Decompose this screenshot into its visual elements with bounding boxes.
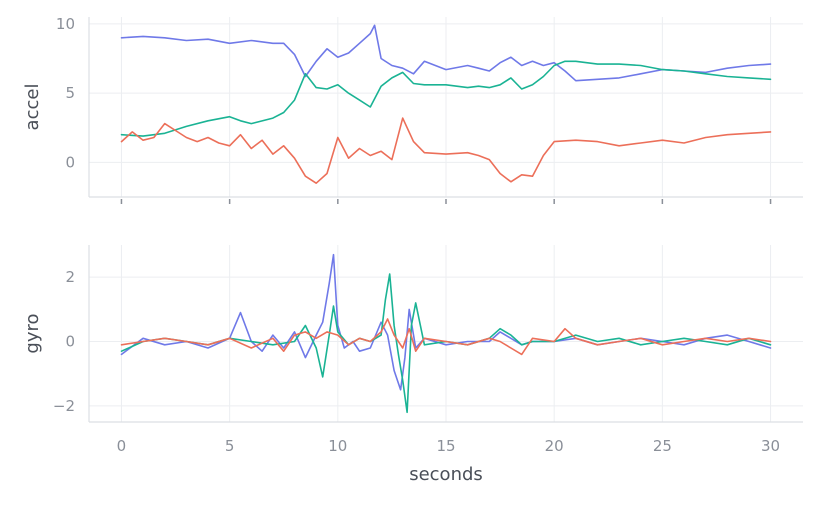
accel-panel: 0 5 10 accel bbox=[22, 15, 803, 204]
accel-y-axis-title: accel bbox=[22, 84, 43, 131]
gyro-x-tick-label: 25 bbox=[653, 437, 672, 455]
gyro-x-tick-label: 10 bbox=[328, 437, 347, 455]
gyro-series-line-3 bbox=[120, 318, 772, 356]
accel-y-tick-label: 0 bbox=[65, 153, 75, 171]
gyro-x-tick-label: 0 bbox=[117, 437, 127, 455]
gyro-x-tick-label: 5 bbox=[225, 437, 235, 455]
gyro-x-axis-title: seconds bbox=[409, 464, 483, 485]
accel-series-line-3 bbox=[120, 117, 772, 184]
accel-y-tick-label: 5 bbox=[65, 84, 75, 102]
gyro-x-tick-label: 20 bbox=[545, 437, 564, 455]
gyro-y-tick-label: −2 bbox=[53, 397, 75, 415]
gyro-x-tick-label: 30 bbox=[761, 437, 780, 455]
accel-series-line-1 bbox=[120, 24, 772, 82]
gyro-y-tick-label: 0 bbox=[65, 333, 75, 351]
gyro-y-axis-title: gyro bbox=[22, 313, 43, 353]
gyro-y-tick-label: 2 bbox=[65, 268, 75, 286]
accel-series-line-2 bbox=[120, 60, 772, 137]
gyro-series-line-2 bbox=[120, 273, 772, 414]
gyro-x-tick-label: 15 bbox=[436, 437, 455, 455]
accel-y-tick-label: 10 bbox=[56, 15, 75, 33]
